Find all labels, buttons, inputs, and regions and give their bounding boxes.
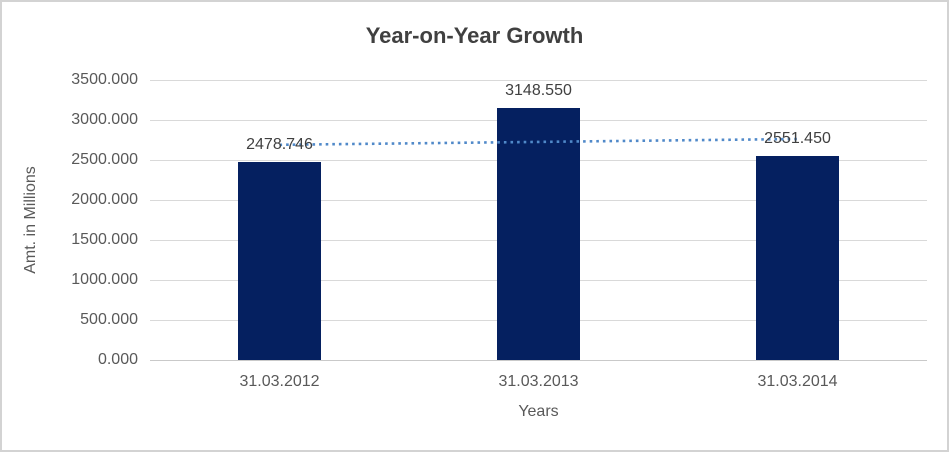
y-axis-title: Amt. in Millions <box>22 166 40 274</box>
bar <box>497 108 580 360</box>
data-label: 2551.450 <box>764 129 831 147</box>
y-tick-label: 0.000 <box>97 351 138 368</box>
data-label: 3148.550 <box>505 82 572 100</box>
y-gridline <box>150 79 927 81</box>
data-label: 2478.746 <box>246 135 313 153</box>
bar <box>756 155 839 360</box>
x-tick-label: 31.03.2013 <box>498 373 579 390</box>
y-tick-label: 3000.000 <box>71 111 138 128</box>
bar <box>238 161 321 360</box>
x-axis-title-wrap: Years <box>150 403 927 421</box>
y-tick-label: 2500.000 <box>71 151 138 168</box>
x-axis-line <box>150 359 927 361</box>
y-tick-label: 3500.000 <box>71 71 138 88</box>
y-tick-label: 1500.000 <box>71 231 138 248</box>
x-tick-label: 31.03.2014 <box>757 373 838 390</box>
chart-title: Year-on-Year Growth <box>365 23 584 48</box>
y-tick-label: 500.000 <box>80 311 138 328</box>
y-tick-label: 2000.000 <box>71 191 138 208</box>
x-tick-label: 31.03.2012 <box>239 373 320 390</box>
x-axis-title: Years <box>518 403 559 420</box>
y-tick-label: 1000.000 <box>71 271 138 288</box>
